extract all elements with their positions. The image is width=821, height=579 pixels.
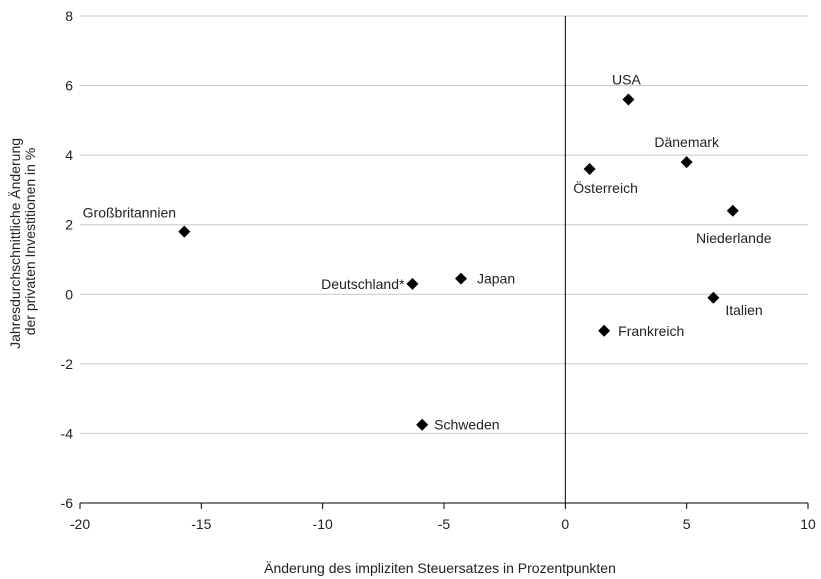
x-axis-label: Änderung des impliziten Steuersatzes in … (264, 560, 616, 576)
data-point-marker (707, 291, 720, 304)
x-tick-label: 10 (800, 516, 816, 532)
data-point-marker (680, 156, 693, 169)
data-point-marker (726, 204, 739, 217)
data-point-label: Niederlande (696, 230, 772, 246)
y-axis-label-line-1: Jahresdurchschnittliche Änderung (7, 138, 23, 349)
data-point-label: Italien (725, 302, 762, 318)
data-point-label: Österreich (573, 179, 638, 196)
y-tick-label: 4 (65, 147, 73, 163)
data-point-marker (406, 277, 419, 290)
y-axis-label: Jahresdurchschnittliche Änderung der pri… (7, 134, 38, 349)
data-point-label: Frankreich (618, 323, 684, 339)
data-point-marker (454, 272, 467, 285)
y-tick-label: 0 (65, 286, 73, 302)
data-point-label: Großbritannien (83, 205, 176, 221)
data-point-marker (416, 418, 429, 431)
data-point-marker (598, 324, 611, 337)
y-tick-label: 6 (65, 78, 73, 94)
grid-lines (80, 15, 808, 434)
data-point-label: Dänemark (654, 134, 720, 150)
data-point-label: Japan (477, 271, 515, 287)
x-tick-label: -5 (438, 516, 451, 532)
x-tick-label: -20 (70, 516, 90, 532)
y-tick-label: 8 (65, 8, 73, 24)
y-axis-label-line-2: der privaten Investitionen in % (22, 148, 38, 336)
x-tick-label: -10 (313, 516, 333, 532)
data-point-marker (178, 225, 191, 238)
x-tick-label: 0 (561, 516, 569, 532)
y-tick-label: -4 (61, 425, 74, 441)
data-points: Großbritannien Deutschland* Japan Schweden U… (83, 71, 772, 432)
data-point-marker (583, 163, 596, 176)
y-tick-label: -2 (61, 356, 74, 372)
y-tick-label: 2 (65, 217, 73, 233)
x-tick-label: 5 (683, 516, 691, 532)
data-point-label: USA (612, 71, 641, 87)
data-point-marker (622, 93, 635, 106)
data-point-label: Deutschland* (321, 276, 405, 292)
y-tick-label: -6 (61, 495, 74, 511)
data-point-label: Schweden (434, 417, 499, 433)
x-tick-label: -15 (191, 516, 211, 532)
